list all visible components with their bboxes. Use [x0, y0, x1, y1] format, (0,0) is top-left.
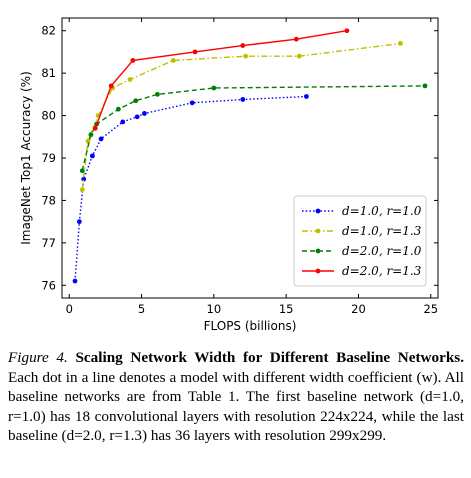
y-axis-label: ImageNet Top1 Accuracy (%) — [19, 71, 33, 245]
data-point — [92, 125, 98, 131]
legend-marker — [315, 268, 321, 274]
x-tick-label: 0 — [66, 302, 73, 316]
legend-label: d=1.0, r=1.0 — [342, 204, 422, 218]
x-tick-label: 20 — [351, 302, 366, 316]
data-point — [304, 94, 309, 99]
data-point — [240, 43, 246, 48]
data-point — [133, 98, 139, 104]
x-tick-label: 15 — [279, 302, 294, 316]
caption-label: Figure 4. — [8, 349, 68, 366]
data-point — [76, 219, 82, 225]
legend-box — [293, 195, 427, 287]
figure-caption: Figure 4. Scaling Network Width for Diff… — [8, 348, 464, 446]
accuracy-vs-flops-chart: 0 5 10 15 20 25 76 77 78 79 80 81 82 FLOPS (billions… — [19, 17, 439, 333]
data-point — [243, 53, 249, 59]
x-tick-label: 25 — [423, 302, 438, 316]
data-point — [142, 111, 147, 116]
y-tick-label: 79 — [41, 151, 56, 165]
data-point — [189, 100, 195, 106]
y-tick-label: 76 — [41, 278, 56, 292]
data-point — [398, 41, 403, 46]
data-point — [293, 36, 299, 42]
x-axis-label: FLOPS (billions) — [204, 319, 297, 333]
data-point — [79, 168, 85, 174]
x-tick-label: 10 — [207, 302, 222, 316]
axis-ticks: 0 5 10 15 20 25 76 77 78 79 80 81 82 — [41, 18, 438, 316]
data-point — [192, 49, 198, 55]
series-line — [81, 42, 401, 190]
data-point — [116, 106, 121, 112]
data-point — [344, 28, 350, 34]
legend-marker — [315, 208, 321, 214]
data-point — [155, 91, 160, 97]
series-layer — [72, 28, 428, 284]
data-point — [130, 58, 136, 63]
series-line — [81, 85, 426, 171]
data-point — [240, 97, 246, 102]
series-0 — [72, 94, 309, 284]
series-line — [74, 95, 307, 282]
data-point — [89, 153, 95, 159]
y-tick-label: 81 — [41, 66, 56, 80]
plot-frame — [61, 17, 439, 299]
data-point — [211, 85, 217, 91]
data-point — [81, 176, 87, 182]
y-tick-label: 77 — [41, 236, 56, 250]
data-point — [88, 132, 94, 138]
legend: d=1.0, r=1.0 d=1.0, r=1.3 d=2.0, r=1.0 d=2.… — [293, 195, 427, 287]
data-point — [72, 278, 78, 284]
caption-body: Each dot in a line denotes a model with … — [8, 368, 464, 445]
y-tick-label: 78 — [41, 193, 56, 207]
data-point — [170, 58, 176, 63]
data-point — [134, 114, 140, 120]
data-point — [85, 138, 91, 144]
data-point — [108, 83, 114, 89]
data-point — [120, 119, 126, 125]
series-3 — [92, 28, 350, 131]
y-tick-label: 82 — [41, 24, 56, 38]
legend-label: d=1.0, r=1.3 — [342, 224, 422, 238]
y-tick-label: 80 — [41, 109, 56, 123]
data-point — [98, 136, 104, 142]
data-point — [296, 53, 302, 59]
data-point — [79, 187, 85, 193]
data-point — [422, 83, 428, 89]
legend-label: d=2.0, r=1.0 — [342, 244, 422, 258]
series-2 — [79, 83, 428, 174]
data-point — [127, 77, 133, 82]
x-tick-label: 5 — [138, 302, 145, 316]
series-line — [94, 30, 348, 129]
series-1 — [79, 41, 403, 193]
legend-marker — [315, 228, 321, 234]
legend-label: d=2.0, r=1.3 — [342, 264, 422, 278]
legend-marker — [315, 248, 321, 254]
caption-title: Scaling Network Width for Different Base… — [75, 349, 465, 366]
